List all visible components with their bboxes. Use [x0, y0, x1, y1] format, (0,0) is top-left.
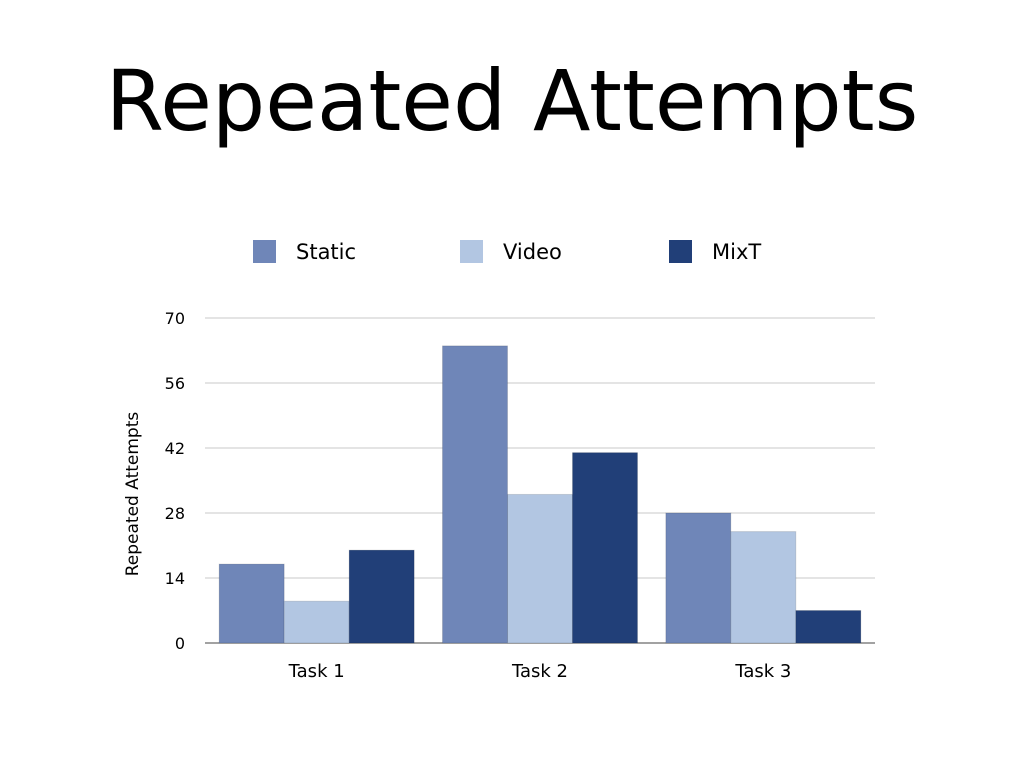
bars: [218, 345, 862, 644]
legend-label-video: Video: [503, 240, 562, 264]
bar-static-task-1: [218, 563, 285, 644]
bar-video-task-1: [283, 600, 350, 644]
y-tick-label: 42: [165, 439, 185, 458]
y-tick-label: 70: [165, 309, 185, 328]
y-axis-title: Repeated Attempts: [123, 412, 143, 577]
legend-label-static: Static: [296, 240, 356, 264]
page-title: Repeated Attempts: [105, 52, 919, 150]
y-tick-label: 56: [165, 374, 185, 393]
bar-mixt-task-1: [348, 549, 415, 644]
bar-mixt-task-3: [795, 610, 862, 644]
x-category-label: Task 1: [288, 661, 345, 682]
y-tick-label: 14: [165, 569, 185, 588]
legend-swatch-mixt: [669, 240, 692, 263]
bar-video-task-3: [730, 531, 797, 644]
x-category-label: Task 3: [734, 661, 791, 682]
y-tick-label: 0: [175, 634, 185, 653]
y-axis-ticks: 0 14 28 42 56 70: [165, 309, 185, 653]
bar-video-task-2: [507, 493, 573, 644]
legend-swatch-static: [253, 240, 276, 263]
legend-label-mixt: MixT: [712, 240, 761, 264]
bar-mixt-task-2: [572, 452, 638, 644]
bar-static-task-2: [442, 345, 508, 644]
legend-swatch-video: [460, 240, 483, 263]
y-tick-label: 28: [165, 504, 185, 523]
bar-static-task-3: [665, 512, 732, 644]
legend: Static Video MixT: [253, 240, 761, 264]
x-category-label: Task 2: [511, 661, 568, 682]
x-axis-categories: Task 1 Task 2 Task 3: [288, 661, 792, 682]
